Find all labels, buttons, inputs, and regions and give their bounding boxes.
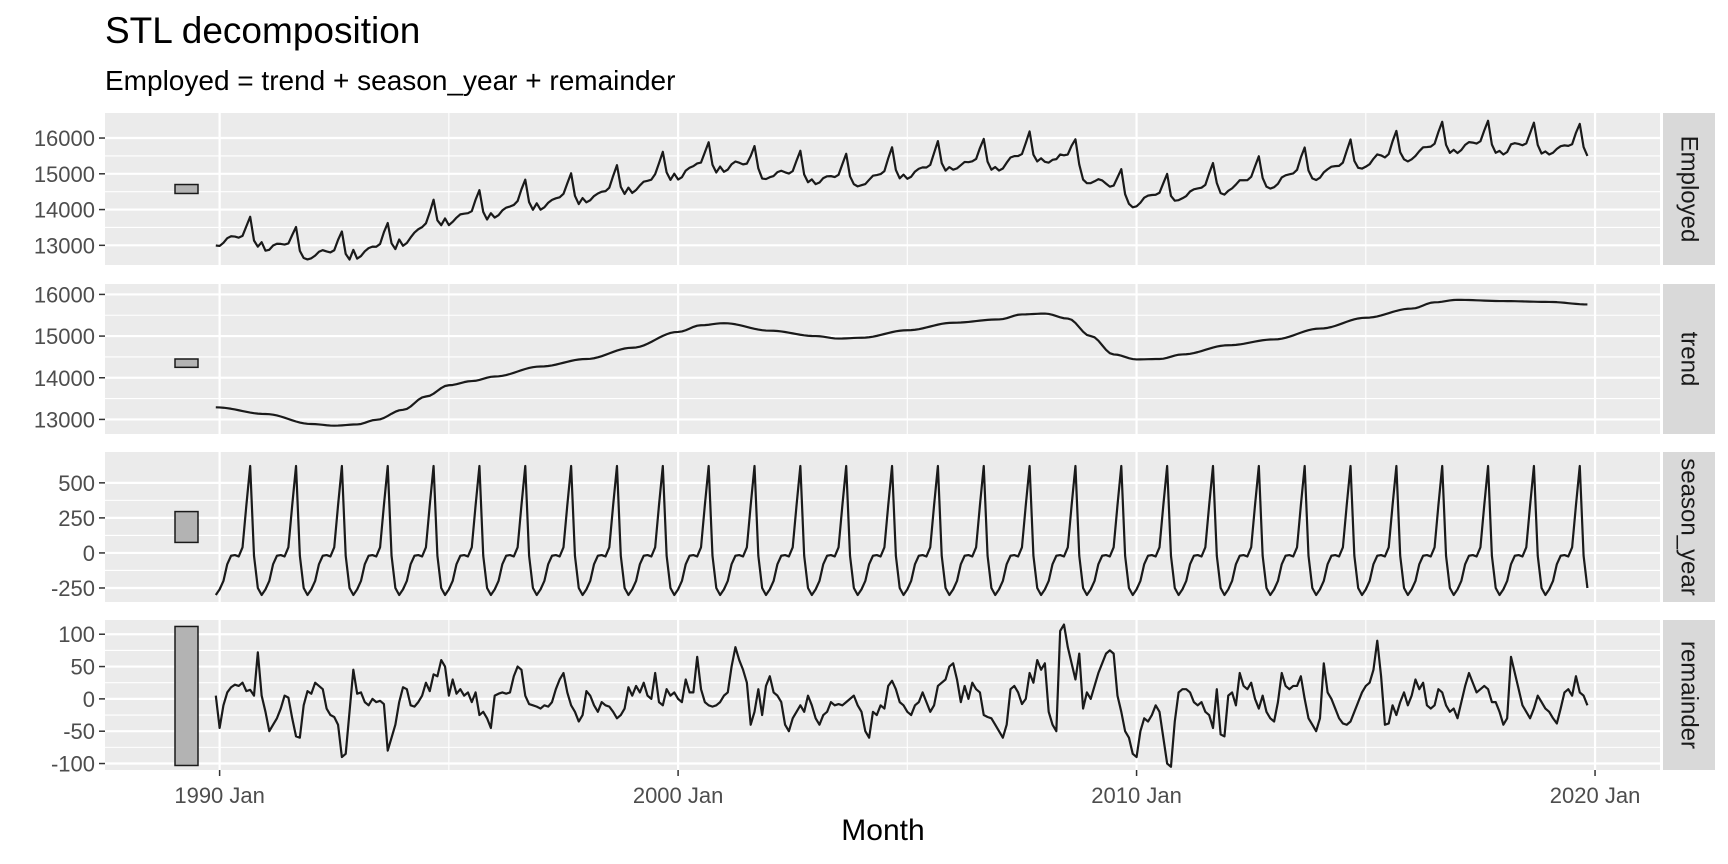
y-tick-label: -50 <box>63 719 95 744</box>
facet-strip-label: trend <box>1676 332 1703 387</box>
chart-title: STL decomposition <box>105 10 420 51</box>
series-line-Employed <box>215 119 1589 261</box>
panels: 13000 14000 15000 16000 Employed 13000 14000 15… <box>34 113 1715 777</box>
panel-Employed: 13000 14000 15000 16000 Employed <box>34 113 1715 265</box>
y-tick-label: 250 <box>58 506 95 531</box>
x-tick-label: 2020 Jan <box>1550 783 1641 808</box>
series-line-remainder <box>214 623 1589 768</box>
facet-strip-label: season_year <box>1676 458 1703 595</box>
y-tick-label: 0 <box>83 541 95 566</box>
panel-background <box>105 284 1660 434</box>
chart-subtitle: Employed = trend + season_year + remaind… <box>105 65 675 96</box>
series-line-season_year <box>214 464 1589 597</box>
panel-season_year: -250 0 250 500 season_year <box>51 452 1715 602</box>
scale-bar <box>174 183 199 195</box>
y-tick-label: 15000 <box>34 162 95 187</box>
scale-bar <box>174 625 199 767</box>
facet-strip <box>1663 113 1715 265</box>
y-tick-label: 14000 <box>34 198 95 223</box>
y-tick-label: 0 <box>83 687 95 712</box>
x-tick-label: 2000 Jan <box>633 783 724 808</box>
facet-strip-label: remainder <box>1676 641 1703 749</box>
facet-strip <box>1663 284 1715 434</box>
scale-bar <box>174 510 199 544</box>
y-tick-label: -250 <box>51 576 95 601</box>
x-tick-label: 1990 Jan <box>174 783 265 808</box>
scale-bar <box>174 358 199 369</box>
panel-remainder: -100 -50 0 50 100 remainder <box>51 620 1715 777</box>
x-axis: 1990 Jan 2000 Jan 2010 Jan 2020 Jan <box>174 770 1640 808</box>
y-tick-label: 50 <box>71 655 95 680</box>
y-tick-label: 15000 <box>34 324 95 349</box>
y-tick-label: 13000 <box>34 233 95 258</box>
panel-background <box>105 452 1660 602</box>
y-tick-label: -100 <box>51 752 95 777</box>
x-tick-label: 2010 Jan <box>1091 783 1182 808</box>
y-tick-label: 16000 <box>34 126 95 151</box>
x-axis-label: Month <box>841 814 924 847</box>
y-tick-label: 14000 <box>34 366 95 391</box>
y-tick-label: 100 <box>58 622 95 647</box>
facet-strip-label: Employed <box>1676 136 1703 243</box>
panel-background <box>105 620 1660 770</box>
series-line-trend <box>215 298 1588 427</box>
y-tick-label: 16000 <box>34 282 95 307</box>
y-tick-label: 13000 <box>34 407 95 432</box>
y-tick-label: 500 <box>58 471 95 496</box>
facet-strip <box>1663 620 1715 770</box>
panel-trend: 13000 14000 15000 16000 trend <box>34 282 1715 434</box>
facet-strip <box>1663 452 1715 602</box>
